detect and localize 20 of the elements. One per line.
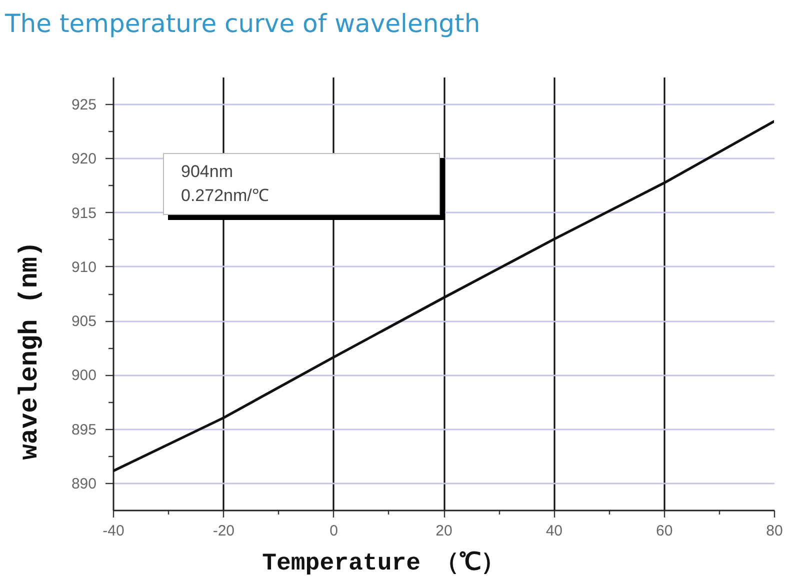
x-axis-title: Temperature （℃）	[262, 550, 505, 578]
y-axis-title: wavelengh (nm)	[14, 241, 44, 460]
x-tick-label: 20	[436, 522, 452, 540]
y-tick-label: 920	[71, 150, 96, 168]
annotation: 904nm	[181, 161, 234, 183]
y-tick-label: 910	[71, 258, 96, 276]
x-tick-label: -40	[102, 522, 124, 540]
y-tick-label: 915	[71, 204, 96, 222]
chart-title: The temperature curve of wavelength	[4, 9, 480, 38]
x-tick-label: 80	[766, 522, 783, 540]
y-tick-label: 905	[71, 313, 96, 330]
x-tick-label: 60	[656, 522, 673, 540]
x-tick-label: 40	[546, 522, 563, 540]
y-tick-label: 895	[71, 421, 96, 438]
y-tick-label: 890	[71, 475, 96, 492]
x-tick-label: 0	[330, 522, 338, 540]
x-tick-label: -20	[212, 522, 235, 540]
y-tick-label: 900	[71, 367, 96, 384]
y-tick-label: 925	[71, 96, 96, 114]
annotation: 0.272nm/℃	[181, 185, 270, 207]
